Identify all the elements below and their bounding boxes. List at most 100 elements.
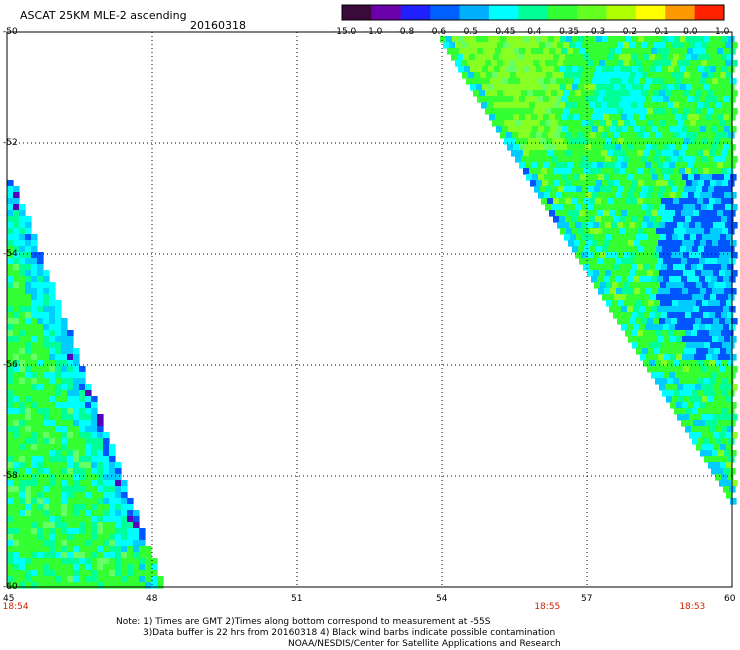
swath-cell <box>651 306 658 313</box>
swath-cell <box>635 108 642 115</box>
swath-cell <box>562 126 569 133</box>
colorbar-segment <box>459 5 490 20</box>
swath-cell <box>702 300 709 307</box>
swath-cell <box>13 396 20 403</box>
swath-cell <box>109 450 116 457</box>
swath-cell <box>536 66 543 73</box>
swath-cell <box>689 204 696 211</box>
swath-cell <box>499 102 506 109</box>
swath-cell <box>91 582 98 589</box>
swath-cell <box>716 390 723 397</box>
swath-cell <box>654 138 661 145</box>
swath-cell <box>576 120 583 127</box>
swath-cell <box>31 294 38 301</box>
swath-cell <box>565 168 572 175</box>
swath-cell <box>657 258 664 265</box>
swath-cell <box>730 498 737 505</box>
swath-cell <box>67 582 74 589</box>
swath-cell <box>561 144 568 151</box>
swath-cell <box>545 108 552 115</box>
swath-cell <box>660 282 667 289</box>
swath-cell <box>712 126 719 133</box>
swath-cell <box>617 222 624 229</box>
swath-cell <box>680 390 687 397</box>
note-line-2: 3)Data buffer is 22 hrs from 20160318 4)… <box>143 628 556 638</box>
swath-cell <box>79 510 86 517</box>
swath-cell <box>554 36 561 43</box>
swath-cell <box>531 96 538 103</box>
swath-cell <box>655 378 662 385</box>
swath-cell <box>25 324 32 331</box>
swath-cell <box>608 36 615 43</box>
swath-cell <box>61 546 68 553</box>
swath-cell <box>61 468 68 475</box>
swath-cell <box>91 528 98 535</box>
swath-cell <box>592 174 599 181</box>
swath-cell <box>727 216 734 223</box>
swath-cell <box>639 306 646 313</box>
swath-cell <box>640 240 647 247</box>
swath-cell <box>615 306 622 313</box>
swath-cell <box>712 240 719 247</box>
swath-cell <box>631 330 638 337</box>
swath-cell <box>7 564 14 571</box>
swath-cell <box>553 150 560 157</box>
swath-cell <box>13 582 20 589</box>
swath-cell <box>67 348 74 355</box>
swath-cell <box>705 162 712 169</box>
swath-cell <box>533 108 540 115</box>
swath-cell <box>710 66 717 73</box>
swath-cell <box>652 78 659 85</box>
swath-cell <box>55 576 62 583</box>
swath-cell <box>525 48 532 55</box>
swath-cell <box>693 276 700 283</box>
swath-cell <box>139 552 146 559</box>
swath-cell <box>31 318 38 325</box>
note-line-3: NOAA/NESDIS/Center for Satellite Applica… <box>288 639 561 649</box>
swath-cell <box>517 150 524 157</box>
swath-cell <box>485 60 492 67</box>
swath-cell <box>85 396 92 403</box>
swath-cell <box>31 516 38 523</box>
swath-cell <box>566 180 573 187</box>
swath-cell <box>121 522 128 529</box>
swath-cell <box>19 216 26 223</box>
swath-cell <box>7 354 14 361</box>
swath-cell <box>704 228 711 235</box>
swath-cell <box>67 450 74 457</box>
swath-cell <box>635 318 642 325</box>
swath-cell <box>510 138 517 145</box>
swath-cell <box>67 564 74 571</box>
swath-cell <box>589 264 596 271</box>
swath-cell <box>121 576 128 583</box>
swath-cell <box>79 522 86 529</box>
swath-cell <box>561 210 568 217</box>
swath-cell <box>614 66 621 73</box>
swath-cell <box>731 384 738 391</box>
swath-cell <box>103 444 110 451</box>
swath-cell <box>679 102 686 109</box>
swath-cell <box>497 60 504 67</box>
swath-cell <box>686 36 693 43</box>
swath-cell <box>55 468 62 475</box>
swath-cell <box>25 396 32 403</box>
swath-cell <box>139 534 146 541</box>
swath-cell <box>578 246 585 253</box>
swath-cell <box>699 276 706 283</box>
swath-cell <box>512 66 519 73</box>
swath-cell <box>13 456 20 463</box>
swath-time-label: 18:53 <box>679 602 706 612</box>
swath-cell <box>571 198 578 205</box>
swath-cell <box>709 426 716 433</box>
swath-cell <box>55 552 62 559</box>
swath-cell <box>643 330 650 337</box>
swath-cell <box>13 468 20 475</box>
swath-cell <box>548 84 555 91</box>
swath-cell <box>667 330 674 337</box>
swath-cell <box>91 402 98 409</box>
swath-cell <box>580 192 587 199</box>
swath-cell <box>479 42 486 49</box>
swath-cell <box>67 438 74 445</box>
swath-cell <box>547 54 554 61</box>
swath-cell <box>49 474 56 481</box>
